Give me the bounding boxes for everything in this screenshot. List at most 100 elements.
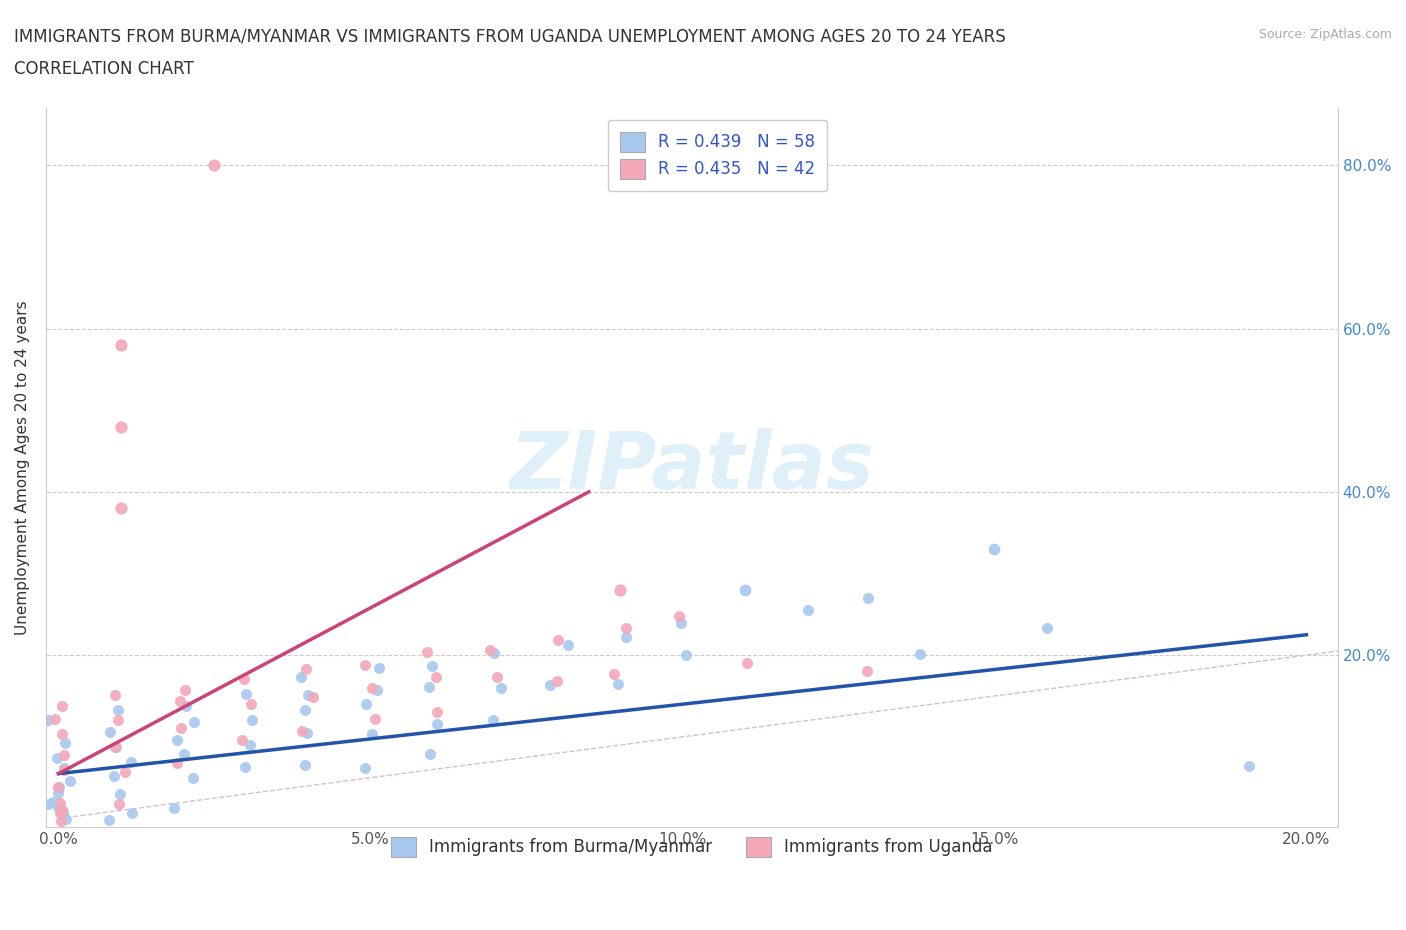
Point xyxy=(668,608,690,623)
Point xyxy=(183,715,205,730)
Point xyxy=(169,694,191,709)
Point xyxy=(108,796,131,811)
Point xyxy=(418,679,440,694)
Point xyxy=(41,795,63,810)
Point xyxy=(354,697,377,711)
Point xyxy=(170,720,193,735)
Point xyxy=(52,804,75,819)
Point xyxy=(46,780,69,795)
Point xyxy=(163,801,186,816)
Point xyxy=(737,656,759,671)
Point xyxy=(98,813,121,828)
Point xyxy=(1239,759,1261,774)
Point xyxy=(120,754,142,769)
Point xyxy=(232,671,254,686)
Point xyxy=(37,713,59,728)
Point xyxy=(1035,620,1057,635)
Legend: Immigrants from Burma/Myanmar, Immigrants from Uganda: Immigrants from Burma/Myanmar, Immigrant… xyxy=(380,825,1004,869)
Point xyxy=(361,727,384,742)
Point xyxy=(53,761,76,776)
Point xyxy=(104,740,127,755)
Point xyxy=(856,664,879,679)
Point xyxy=(538,678,561,693)
Point xyxy=(204,158,226,173)
Point xyxy=(302,689,325,704)
Point xyxy=(55,736,77,751)
Point xyxy=(49,805,72,820)
Point xyxy=(420,658,443,673)
Point xyxy=(51,726,73,741)
Point xyxy=(294,758,316,773)
Point xyxy=(166,732,188,747)
Point xyxy=(48,786,70,801)
Point xyxy=(486,670,509,684)
Point xyxy=(183,771,205,786)
Point xyxy=(48,780,70,795)
Point xyxy=(734,582,756,597)
Point xyxy=(419,747,441,762)
Point xyxy=(361,681,384,696)
Point xyxy=(107,702,129,717)
Point xyxy=(231,732,253,747)
Point xyxy=(478,642,501,657)
Point xyxy=(51,814,73,829)
Y-axis label: Unemployment Among Ages 20 to 24 years: Unemployment Among Ages 20 to 24 years xyxy=(15,300,30,634)
Point xyxy=(53,748,76,763)
Point xyxy=(415,644,437,659)
Point xyxy=(856,591,879,605)
Point xyxy=(53,763,76,777)
Point xyxy=(110,500,132,515)
Point xyxy=(367,661,389,676)
Point xyxy=(55,811,77,826)
Point xyxy=(51,803,73,817)
Point xyxy=(107,712,129,727)
Point xyxy=(240,713,263,728)
Point xyxy=(103,768,125,783)
Point xyxy=(98,724,121,739)
Point xyxy=(354,761,377,776)
Point xyxy=(426,717,449,732)
Point xyxy=(235,686,257,701)
Text: Source: ZipAtlas.com: Source: ZipAtlas.com xyxy=(1258,28,1392,41)
Point xyxy=(546,674,568,689)
Point xyxy=(354,658,377,672)
Point xyxy=(908,647,931,662)
Point xyxy=(614,621,637,636)
Point xyxy=(797,603,820,618)
Point xyxy=(290,669,312,684)
Point xyxy=(37,797,59,812)
Point xyxy=(48,799,70,814)
Point xyxy=(110,419,132,434)
Point xyxy=(482,712,505,727)
Point xyxy=(675,648,697,663)
Point xyxy=(294,702,316,717)
Point xyxy=(297,687,319,702)
Point xyxy=(484,645,506,660)
Point xyxy=(614,630,637,644)
Point xyxy=(174,683,197,698)
Point xyxy=(239,737,262,752)
Point xyxy=(291,724,314,738)
Point xyxy=(104,687,127,702)
Text: IMMIGRANTS FROM BURMA/MYANMAR VS IMMIGRANTS FROM UGANDA UNEMPLOYMENT AMONG AGES : IMMIGRANTS FROM BURMA/MYANMAR VS IMMIGRA… xyxy=(14,28,1005,46)
Point xyxy=(557,638,579,653)
Point xyxy=(364,711,387,726)
Point xyxy=(110,338,132,352)
Point xyxy=(297,725,319,740)
Point xyxy=(59,774,82,789)
Point xyxy=(240,697,263,711)
Point xyxy=(108,787,131,802)
Point xyxy=(114,764,136,779)
Point xyxy=(425,670,447,684)
Point xyxy=(51,698,73,713)
Point xyxy=(426,705,449,720)
Point xyxy=(489,681,512,696)
Point xyxy=(104,739,127,754)
Point xyxy=(233,760,256,775)
Point xyxy=(983,541,1005,556)
Point xyxy=(294,662,316,677)
Point xyxy=(44,711,66,726)
Point xyxy=(609,582,631,597)
Point xyxy=(547,632,569,647)
Point xyxy=(669,616,692,631)
